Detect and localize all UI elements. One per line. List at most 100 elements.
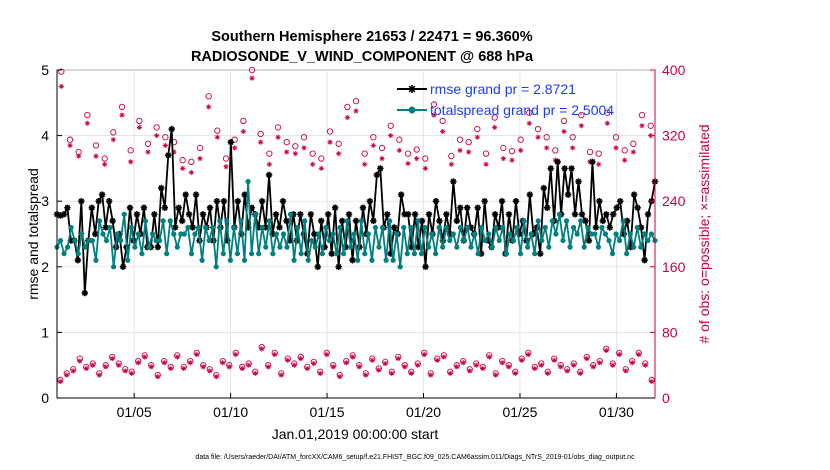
obs-point (265, 364, 271, 370)
obs-point (473, 362, 479, 368)
obs-point (309, 150, 316, 157)
legend-spread-label: totalspread grand pr = 2.5004 (430, 102, 614, 118)
rmse-point (571, 211, 579, 218)
obs-point (259, 346, 265, 352)
obs-point (482, 150, 490, 157)
obs-point (525, 351, 531, 358)
totalspread-point (645, 237, 651, 244)
obs-point (162, 142, 168, 149)
totalspread-point (114, 231, 120, 237)
totalspread-point (436, 224, 442, 231)
totalspread-point (443, 224, 449, 231)
totalspread-point (217, 218, 223, 224)
obs-point (233, 351, 239, 358)
obs-point (274, 124, 282, 131)
totalspread-point (532, 251, 538, 257)
rmse-point (377, 165, 384, 172)
obs-point (596, 161, 602, 167)
obs-point (168, 365, 174, 372)
obs-point (187, 360, 193, 366)
totalspread-point (75, 251, 81, 257)
totalspread-point (489, 244, 495, 250)
obs-point (57, 379, 63, 385)
obs-point (226, 364, 232, 370)
totalspread-point (234, 251, 241, 257)
obs-point (388, 133, 394, 139)
obs-point (532, 365, 538, 372)
rmse-point (474, 204, 481, 211)
obs-point (560, 117, 568, 124)
obs-point (509, 157, 515, 163)
obs-point (344, 114, 350, 121)
rmse-point (151, 211, 158, 218)
legend: rmse grand pr = 2.8721 totalspread grand… (397, 81, 614, 118)
obs-point (642, 362, 648, 368)
totalspread-point (521, 218, 527, 224)
obs-point (396, 136, 403, 143)
rmse-point (105, 198, 113, 205)
rmse-point (547, 165, 554, 172)
totalspread-point (185, 224, 191, 231)
totalspread-point (563, 218, 570, 224)
x-tick-label: 01/05 (117, 404, 152, 420)
obs-point (612, 134, 620, 141)
obs-point (500, 155, 506, 162)
rmse-point (561, 165, 568, 172)
obs-point (474, 134, 480, 140)
totalspread-point (397, 264, 403, 270)
y-right-tick-label: 320 (662, 128, 686, 144)
y-axis-right-label: # of obs: o=possible; ×=assimilated (696, 124, 712, 343)
obs-point (122, 368, 128, 374)
rmse-point (172, 224, 179, 231)
rmse-point (582, 217, 589, 225)
obs-point (246, 362, 252, 368)
y-axis-right-ticks: 0 80 160 240 320 400 (650, 62, 686, 406)
rmse-point (109, 217, 116, 225)
obs-point (272, 351, 278, 358)
obs-point (638, 111, 646, 119)
totalspread-point (648, 231, 655, 237)
totalspread-point (539, 237, 545, 244)
totalspread-point (100, 231, 106, 237)
obs-point (145, 149, 151, 155)
rmse-point (74, 257, 82, 264)
obs-point (441, 354, 447, 360)
obs-point (77, 358, 83, 364)
rmse-point (596, 198, 603, 205)
obs-point (434, 357, 440, 363)
obs-point (266, 161, 272, 167)
legend-spread-marker (408, 106, 416, 114)
rmse-point (544, 204, 551, 211)
rmse-point (578, 211, 586, 218)
rmse-point (78, 198, 85, 205)
obs-point (194, 351, 200, 358)
totalspread-point (567, 244, 573, 250)
rmse-point (92, 230, 99, 238)
obs-point (214, 127, 221, 134)
totalspread-point (641, 231, 647, 237)
obs-point (578, 123, 584, 129)
totalspread-point (556, 211, 563, 217)
totalspread-point (468, 244, 474, 250)
obs-point (188, 169, 194, 176)
obs-point (154, 133, 160, 139)
totalspread-point (503, 251, 509, 257)
obs-point (291, 362, 297, 368)
obs-point (616, 351, 622, 358)
obs-point (474, 125, 481, 133)
obs-point (440, 128, 446, 135)
obs-point (93, 153, 99, 159)
rmse-point (589, 158, 596, 166)
totalspread-point (344, 218, 350, 224)
rmse-point (168, 125, 175, 133)
obs-point (610, 362, 616, 368)
totalspread-point (510, 237, 517, 244)
obs-point (101, 155, 108, 162)
obs-point (96, 372, 102, 378)
obs-point (206, 104, 212, 110)
totalspread-point (535, 218, 541, 224)
obs-point (569, 134, 576, 141)
totalspread-point (245, 178, 251, 185)
totalspread-point (266, 218, 272, 224)
obs-point (223, 164, 229, 170)
